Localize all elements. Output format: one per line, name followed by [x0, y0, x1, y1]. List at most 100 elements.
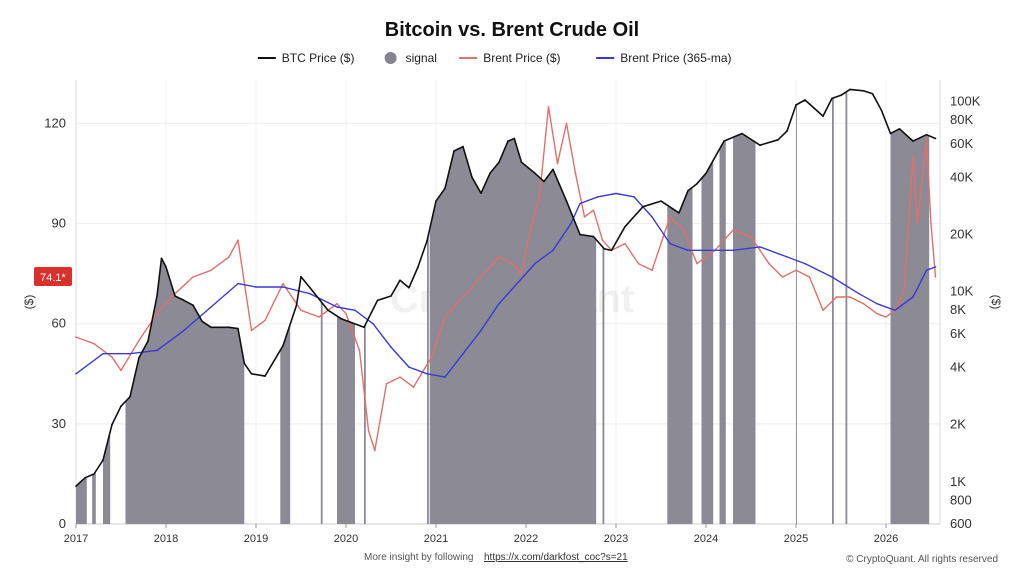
series-1-point-56 [849, 296, 851, 298]
series-1-point-52 [795, 269, 797, 272]
x-tick-2022: 2022 [514, 533, 538, 545]
series-1-point-22 [399, 376, 401, 378]
left-tick-0: 0 [59, 516, 66, 531]
series-1-point-65 [930, 222, 932, 225]
signal-period-17 [845, 91, 848, 524]
x-tick-2019: 2019 [244, 533, 268, 545]
right-tick-60000: 60K [950, 136, 973, 151]
series-0-point-10 [160, 257, 163, 260]
series-1-point-7 [192, 276, 194, 278]
x-tick-2021: 2021 [424, 533, 448, 545]
legend-label-signal: signal [406, 51, 437, 65]
series-2-point-3 [156, 349, 158, 352]
series-1-point-14 [300, 309, 302, 312]
series-2-point-13 [390, 346, 392, 348]
series-0-point-51 [579, 233, 581, 236]
series-1-point-59 [885, 316, 887, 318]
signal-period-5 [320, 301, 323, 524]
series-2-point-35 [804, 262, 806, 265]
left-tick-60: 60 [52, 316, 66, 331]
series-0-point-26 [309, 286, 311, 289]
series-1-point-26 [462, 296, 464, 298]
series-1-point-48 [732, 229, 734, 231]
right-axis-title: ($) [989, 295, 1003, 310]
left-tick-90: 90 [52, 216, 66, 231]
series-1-point-0 [75, 336, 77, 338]
series-0-point-48 [543, 180, 545, 183]
signal-period-9 [429, 138, 597, 524]
x-axis: 2017 2018 2019 2020 2021 2022 2023 2024 2025 2026 [64, 524, 898, 545]
series-0-point-55 [624, 225, 626, 228]
right-axis: 600 800 1K 2K 4K 6K 8K 10K 20K 40K 60K 80K 100K [950, 94, 981, 531]
series-0-point-77 [898, 128, 901, 130]
x-tick-2018: 2018 [154, 533, 178, 545]
series-1-point-13 [282, 282, 284, 285]
current-value-label: 74.1* [40, 272, 66, 284]
series-1-point-24 [430, 356, 433, 358]
series-1-point-58 [876, 312, 878, 315]
series-2-point-4 [183, 329, 185, 332]
footer-link[interactable]: https://x.com/darkfost_coc?s=21 [484, 552, 628, 563]
signal-period-15 [796, 104, 797, 524]
series-lines [75, 88, 937, 487]
series-0-point-22 [264, 375, 266, 377]
series-0-point-8 [147, 340, 149, 342]
series-1-point-61 [903, 289, 905, 292]
current-value-badge-bg [34, 267, 72, 286]
series-0-point-78 [912, 140, 914, 142]
series-0-point-39 [462, 145, 464, 148]
series-0-point-4 [111, 423, 113, 426]
series-0-point-21 [250, 373, 253, 375]
series-1-point-45 [682, 229, 685, 231]
series-1-point-41 [624, 242, 626, 245]
series-0-point-15 [201, 320, 203, 323]
right-tick-4000: 4K [950, 359, 966, 374]
signal-period-0 [76, 477, 87, 524]
series-0-point-72 [849, 88, 851, 91]
series-0-point-40 [471, 176, 473, 179]
series-1-point-20 [374, 449, 376, 452]
series-0-point-54 [610, 249, 613, 252]
signal-period-18 [890, 128, 930, 524]
right-tick-100000: 100K [950, 94, 981, 109]
right-tick-2000: 2K [950, 417, 966, 432]
signal-period-4 [280, 324, 291, 524]
right-tick-8000: 8K [950, 302, 966, 317]
series-0-point-37 [444, 187, 446, 190]
series-0-point-23 [282, 344, 284, 347]
series-0-point-18 [228, 326, 230, 329]
series-0-point-66 [786, 130, 788, 132]
series-2-point-21 [534, 262, 536, 265]
right-tick-6000: 6K [950, 326, 966, 341]
series-2-point-36 [831, 276, 833, 278]
x-tick-2024: 2024 [694, 533, 718, 545]
signal-period-3 [125, 258, 245, 524]
series-0-point-45 [513, 137, 516, 140]
series-2-point-38 [876, 302, 878, 305]
series-1-point-50 [768, 262, 770, 265]
series-1-point-1 [93, 342, 95, 345]
series-2-point-37 [858, 292, 860, 295]
series-0-point-65 [777, 139, 779, 141]
right-tick-20000: 20K [950, 227, 973, 242]
current-value-badge: 74.1* [34, 267, 72, 286]
signal-period-16 [832, 97, 834, 525]
chart-title: Bitcoin vs. Brent Crude Oil [385, 19, 639, 41]
series-2-point-29 [669, 242, 671, 245]
series-2-point-10 [336, 306, 338, 308]
series-0-point-74 [871, 93, 874, 95]
series-2-point-25 [597, 196, 599, 198]
series-1-point-46 [696, 262, 698, 265]
series-1-point-12 [264, 319, 266, 322]
right-tick-600: 600 [950, 516, 972, 531]
series-2-point-41 [925, 269, 928, 272]
series-0-point-32 [399, 279, 401, 282]
series-0-point-27 [327, 309, 329, 312]
series-1-point-2 [111, 356, 113, 358]
series-0-point-71 [840, 94, 842, 97]
series-0-point-16 [210, 326, 212, 329]
series-0-point-25 [300, 275, 302, 278]
series-1-point-21 [385, 383, 388, 385]
series-1-point-38 [592, 209, 595, 211]
